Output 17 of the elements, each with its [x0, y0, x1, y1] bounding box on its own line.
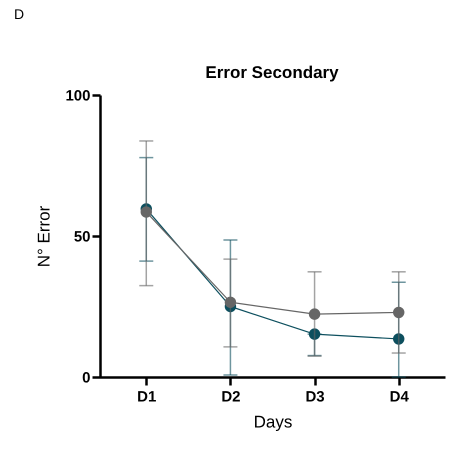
point	[308, 308, 320, 320]
point	[308, 328, 320, 340]
y-axis-title: N° Error	[34, 205, 54, 268]
x-tick-label: D4	[390, 388, 410, 406]
x-axis-title: Days	[254, 412, 292, 432]
text: D	[14, 6, 24, 22]
x-tick-label: D3	[305, 388, 325, 406]
x-tick-label: D2	[221, 388, 241, 406]
chart-title: Error Secondary	[205, 63, 340, 82]
y-tick-label: 50	[74, 228, 90, 246]
point	[393, 333, 404, 345]
x-tick-label: D1	[137, 388, 156, 406]
point	[393, 306, 404, 318]
point	[140, 206, 152, 218]
y-tick-label: 100	[65, 88, 90, 104]
y-tick-label: 0	[82, 370, 90, 386]
point	[224, 296, 236, 308]
